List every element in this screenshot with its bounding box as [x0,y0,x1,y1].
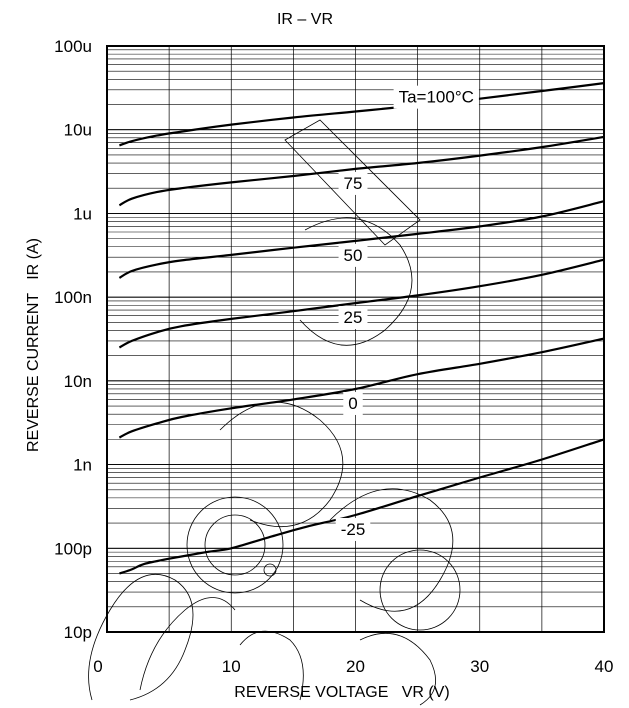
series-label: -25 [336,518,371,541]
series-label-text: 25 [344,308,363,327]
series-label: 0 [343,392,362,415]
series-label-text: 50 [344,246,363,265]
y-axis-title: REVERSE CURRENT IR (A) [25,238,42,452]
series-label-text: 75 [344,174,363,193]
y-tick-label: 100u [54,37,92,56]
y-tick-label: 10u [64,121,92,140]
series-label: Ta=100°C [394,86,479,109]
series-line [119,339,604,438]
y-tick-label: 100n [54,288,92,307]
y-tick-label: 1n [73,456,92,475]
y-tick-label: 100p [54,539,92,558]
y-axis-ticks: 10p 100p 1n 10n 100n 1u 10u 100u [54,37,92,642]
x-axis-title: REVERSE VOLTAGE VR (V) [234,684,449,701]
series-label-text: Ta=100°C [399,88,474,107]
x-tick-label: 30 [470,657,489,676]
series-line [119,137,604,205]
series-line [119,439,604,573]
x-tick-label: 20 [346,657,365,676]
y-tick-label: 1u [73,204,92,223]
series-label: 25 [339,306,368,329]
grid-lines [107,46,604,632]
y-tick-label: 10n [64,372,92,391]
series-line [119,260,604,348]
series-label-text: 0 [348,394,357,413]
series-line [119,83,604,145]
watermark-logo [89,120,460,705]
x-tick-label: 0 [93,657,102,676]
series-label: 50 [339,244,368,267]
x-tick-label: 10 [222,657,241,676]
y-tick-label: 10p [64,623,92,642]
x-axis-ticks: 0 10 20 30 40 [93,657,613,676]
chart-title: IR – VR [277,11,333,28]
x-tick-label: 40 [595,657,614,676]
series-label-text: -25 [341,520,366,539]
series-label: 75 [339,172,368,195]
